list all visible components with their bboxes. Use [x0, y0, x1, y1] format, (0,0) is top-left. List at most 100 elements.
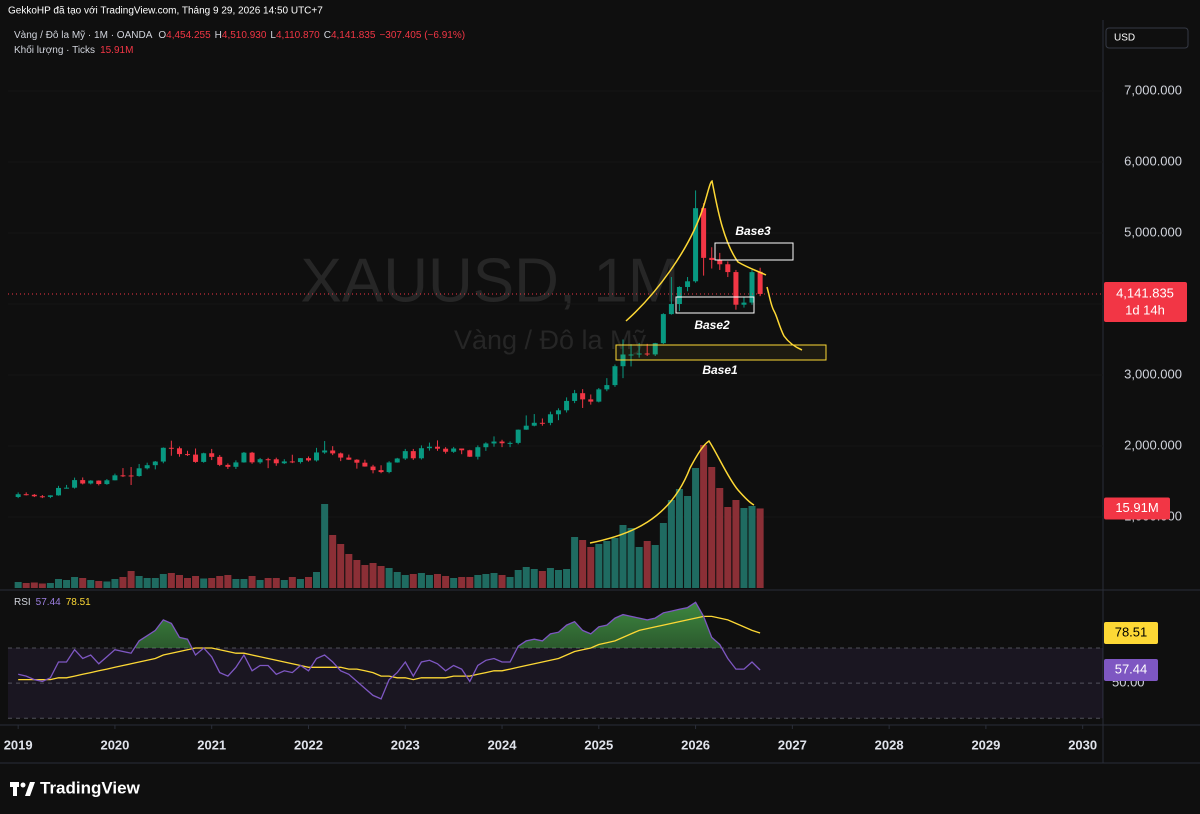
- volume-bar: [571, 537, 579, 588]
- candle-body: [459, 448, 465, 451]
- x-tick-label: 2021: [197, 737, 226, 752]
- volume-bar: [554, 570, 562, 588]
- candle-body: [31, 494, 37, 497]
- candle-body: [96, 480, 102, 485]
- legend-value: 4,110.870: [276, 30, 320, 41]
- volume-bar: [700, 445, 708, 588]
- candle-body: [499, 441, 505, 444]
- candle-body: [193, 454, 199, 462]
- volume-bar: [248, 576, 256, 588]
- currency-box[interactable]: [1105, 27, 1189, 49]
- volume-bar: [643, 541, 651, 588]
- volume-bar: [111, 579, 119, 588]
- x-tick-label: 2029: [971, 737, 1000, 752]
- volume-bar: [546, 568, 554, 588]
- volume-bar: [579, 540, 587, 588]
- candle-body: [72, 480, 78, 488]
- volume-bar: [159, 574, 167, 588]
- volume-bar: [143, 578, 151, 588]
- volume-bar: [748, 506, 756, 588]
- volume-bar: [63, 580, 71, 588]
- candle-body: [120, 475, 126, 477]
- candle-body: [209, 453, 215, 457]
- candle-body: [104, 480, 110, 485]
- candle-body: [23, 494, 29, 496]
- candle-body: [281, 461, 287, 464]
- rsi-ma-label: 78.51: [1115, 624, 1148, 639]
- volume-bar: [135, 576, 143, 588]
- candle-body: [160, 447, 166, 462]
- candle-body: [338, 453, 344, 458]
- volume-legend-name: Khối lượng · Ticks: [14, 44, 95, 56]
- candle-body: [56, 487, 62, 496]
- candle-body: [136, 468, 142, 477]
- volume-bar: [95, 581, 103, 588]
- legend-line: Vàng / Đô la Mỹ · 1M · OANDA O4,454.255 H4…: [14, 30, 465, 41]
- volume-bar: [490, 573, 498, 588]
- volume-bar: [684, 496, 692, 588]
- candle-body: [668, 304, 674, 315]
- legend-change: −307.405 (−6.91%): [379, 30, 465, 41]
- candle-body: [564, 400, 570, 411]
- volume-bar: [417, 573, 425, 588]
- legend-key: H: [215, 30, 222, 41]
- volume-bar: [151, 578, 159, 588]
- symbol-watermark: XAUUSD, 1M: [301, 246, 680, 315]
- volume-label-box: [1104, 497, 1170, 520]
- volume-bar: [409, 574, 417, 588]
- candle-body: [693, 208, 699, 282]
- volume-bar: [611, 538, 619, 588]
- candle-body: [47, 495, 53, 497]
- candle-body: [265, 459, 271, 461]
- currency[interactable]: USD: [1114, 33, 1135, 44]
- candle-body: [531, 422, 537, 426]
- base2-box: [675, 296, 755, 314]
- volume-bar: [361, 565, 369, 588]
- volume-bar: [724, 507, 732, 588]
- volume-legend-value: 15.91M: [100, 45, 133, 56]
- volume-bar: [627, 528, 635, 588]
- volume-bar: [30, 582, 38, 588]
- y-tick-label: 6,000.000: [1124, 153, 1182, 168]
- candle-body: [604, 385, 610, 390]
- volume-bar: [675, 489, 683, 588]
- volume-bar: [619, 525, 627, 588]
- y-tick-label: 2,000.000: [1124, 437, 1182, 452]
- volume-bar: [22, 583, 30, 588]
- candle-body: [289, 461, 295, 463]
- volume-bar: [563, 569, 571, 588]
- candle-body: [749, 272, 755, 303]
- volume-bar: [200, 578, 208, 588]
- candle-body: [15, 494, 21, 497]
- legend-value: 4,141.835: [331, 30, 376, 41]
- volume-bar: [587, 547, 595, 588]
- x-tick-label: 2023: [391, 737, 420, 752]
- volume-bar: [240, 579, 248, 588]
- volume-bar: [506, 577, 514, 588]
- x-tick-label: 2024: [488, 737, 518, 752]
- volume-bar: [377, 566, 385, 588]
- volume-bar: [716, 488, 724, 588]
- volume-bar: [667, 500, 675, 588]
- x-tick-label: 2025: [584, 737, 613, 752]
- data-layer: [8, 90, 1103, 719]
- y-tick-label: 7,000.000: [1124, 82, 1182, 97]
- drawings: Base3 Base2 Base1: [589, 179, 827, 544]
- x-tick-label: 2022: [294, 737, 323, 752]
- candle-body: [636, 353, 642, 355]
- candle-body: [346, 457, 352, 460]
- candle-body: [225, 464, 231, 467]
- rsi-ma-legend-value: 78.51: [66, 597, 91, 608]
- volume-bar: [740, 508, 748, 588]
- volume-bar: [369, 563, 377, 588]
- candle-body: [660, 314, 666, 344]
- candle-body: [596, 389, 602, 402]
- candle-body: [378, 470, 384, 473]
- candle-body: [217, 456, 223, 465]
- candle-body: [555, 410, 561, 415]
- candle-body: [491, 441, 497, 444]
- candle-body: [410, 451, 416, 459]
- candle-body: [402, 451, 408, 459]
- volume-bar: [55, 579, 63, 588]
- volume-bar: [603, 541, 611, 588]
